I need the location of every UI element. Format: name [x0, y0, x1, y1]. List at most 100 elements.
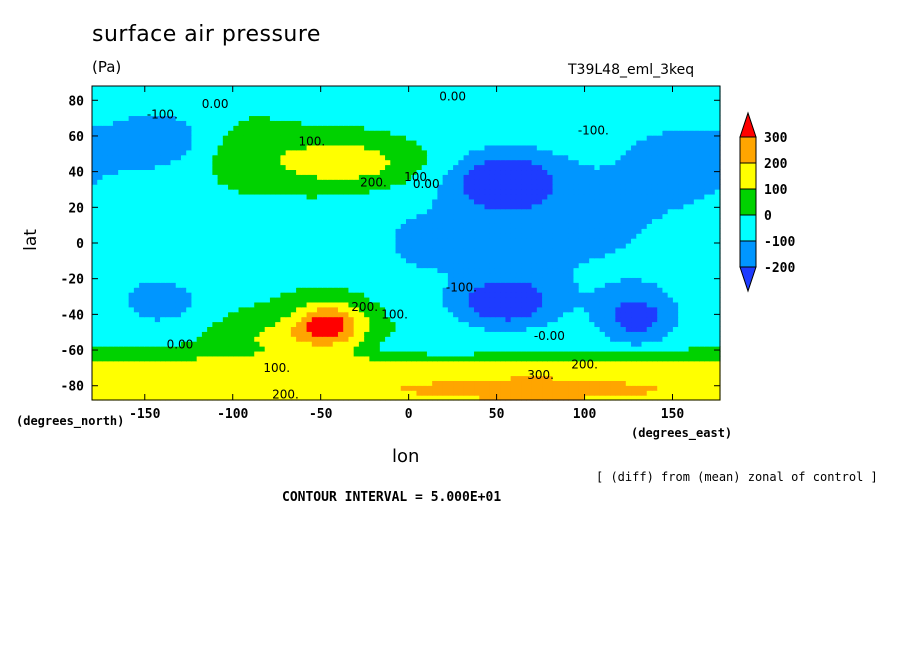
heatmap-cell — [217, 365, 224, 372]
heatmap-cell — [406, 282, 412, 288]
heatmap-cell — [563, 346, 569, 352]
heatmap-cell — [317, 321, 323, 328]
heatmap-cell — [678, 257, 684, 264]
heatmap-cell — [212, 321, 219, 328]
heatmap-cell — [552, 257, 559, 264]
heatmap-cell — [594, 321, 601, 328]
heatmap-cell — [536, 390, 543, 396]
heatmap-cell — [390, 233, 397, 239]
heatmap-cell — [160, 252, 166, 259]
heatmap-cell — [542, 233, 548, 239]
heatmap-cell — [385, 395, 391, 401]
heatmap-cell — [515, 321, 522, 328]
heatmap-cell — [531, 282, 538, 288]
heatmap-cell — [714, 341, 721, 347]
heatmap-cell — [254, 390, 261, 396]
heatmap-cell — [651, 336, 658, 342]
heatmap-cell — [186, 370, 193, 377]
heatmap-cell — [406, 193, 412, 200]
heatmap-cell — [662, 257, 669, 264]
heatmap-cell — [348, 213, 355, 220]
heatmap-cell — [421, 331, 428, 337]
heatmap-cell — [421, 292, 428, 298]
heatmap-cell — [693, 238, 700, 244]
heatmap-cell — [128, 365, 135, 372]
heatmap-cell — [112, 331, 119, 337]
heatmap-cell — [112, 336, 119, 342]
heatmap-cell — [222, 277, 229, 283]
heatmap-cell — [374, 346, 381, 352]
heatmap-cell — [139, 198, 145, 205]
heatmap-cell — [636, 252, 643, 259]
heatmap-cell — [301, 341, 308, 347]
heatmap-cell — [379, 341, 386, 347]
heatmap-cell — [709, 301, 716, 308]
heatmap-cell — [573, 223, 580, 229]
heatmap-cell — [264, 252, 271, 259]
heatmap-cell — [563, 198, 569, 205]
heatmap-cell — [290, 331, 297, 337]
heatmap-cell — [563, 208, 569, 215]
heatmap-cell — [453, 360, 459, 367]
heatmap-cell — [254, 228, 261, 234]
heatmap-cell — [139, 252, 145, 259]
heatmap-cell — [369, 321, 376, 328]
heatmap-cell — [657, 243, 664, 249]
heatmap-cell — [453, 355, 459, 362]
x-axis-label: lon — [392, 446, 420, 467]
heatmap-cell — [139, 326, 145, 332]
heatmap-cell — [552, 208, 559, 215]
heatmap-cell — [531, 262, 538, 269]
heatmap-cell — [390, 223, 397, 229]
heatmap-cell — [343, 292, 350, 298]
heatmap-cell — [510, 350, 517, 357]
heatmap-cell — [107, 385, 114, 391]
heatmap-cell — [547, 208, 554, 215]
heatmap-cell — [395, 243, 402, 249]
heatmap-cell — [238, 272, 245, 278]
heatmap-cell — [437, 272, 444, 278]
heatmap-cell — [411, 228, 418, 234]
heatmap-cell — [557, 228, 564, 234]
heatmap-cell — [688, 321, 695, 328]
heatmap-cell — [547, 311, 554, 318]
heatmap-cell — [489, 287, 496, 293]
heatmap-cell — [196, 208, 203, 215]
heatmap-cell — [468, 341, 475, 347]
heatmap-cell — [296, 360, 302, 367]
heatmap-cell — [160, 262, 166, 269]
heatmap-cell — [285, 252, 292, 259]
heatmap-cell — [662, 385, 669, 391]
heatmap-cell — [678, 243, 684, 249]
heatmap-cell — [432, 218, 438, 224]
heatmap-cell — [699, 331, 705, 337]
heatmap-cell — [604, 346, 611, 352]
heatmap-cell — [228, 360, 234, 367]
heatmap-cell — [411, 198, 418, 205]
heatmap-cell — [568, 301, 575, 308]
heatmap-cell — [290, 296, 297, 303]
heatmap-cell — [337, 228, 344, 234]
heatmap-cell — [154, 301, 161, 308]
heatmap-cell — [667, 218, 674, 224]
heatmap-cell — [678, 375, 684, 381]
heatmap-cell — [636, 306, 643, 313]
heatmap-cell — [275, 282, 281, 288]
heatmap-cell — [714, 267, 721, 274]
heatmap-cell — [249, 277, 255, 283]
heatmap-cell — [494, 243, 501, 249]
heatmap-cell — [589, 380, 595, 386]
heatmap-cell — [296, 395, 302, 401]
heatmap-cell — [683, 355, 690, 362]
heatmap-cell — [118, 350, 124, 357]
heatmap-cell — [243, 213, 250, 220]
heatmap-cell — [296, 233, 302, 239]
heatmap-cell — [379, 208, 386, 215]
heatmap-cell — [521, 385, 527, 391]
heatmap-cell — [714, 350, 721, 357]
heatmap-cell — [165, 282, 172, 288]
heatmap-cell — [636, 267, 643, 274]
heatmap-cell — [358, 336, 365, 342]
heatmap-cell — [337, 287, 344, 293]
heatmap-cell — [364, 252, 370, 259]
